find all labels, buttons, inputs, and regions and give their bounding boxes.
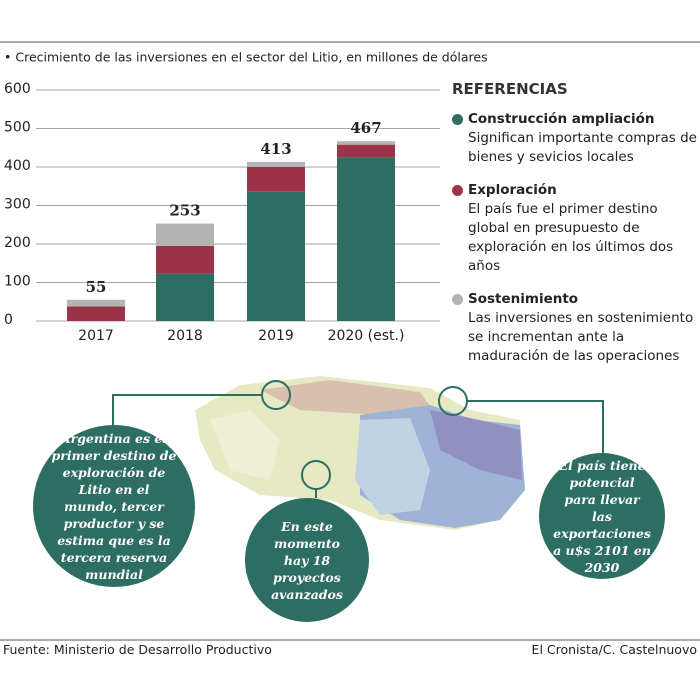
legend-name: Construcción ampliación — [468, 111, 655, 127]
legend-item: Exploración El país fue el primer destino… — [452, 181, 697, 276]
chart-subtitle: • Crecimiento de las inversiones en el s… — [4, 50, 488, 65]
total-label: 467 — [350, 119, 381, 137]
legend-swatch — [452, 114, 463, 125]
legend-swatch — [452, 185, 463, 196]
bar-segment — [337, 141, 395, 145]
legend-description: El país fue el primer destino global en … — [468, 201, 674, 274]
bar-segment — [67, 299, 125, 307]
legend-name: Sostenimiento — [468, 291, 579, 307]
y-tick-label: 300 — [4, 197, 31, 213]
bar-segment — [247, 167, 305, 192]
bar-segment — [337, 157, 395, 321]
legend-swatch — [452, 294, 463, 305]
legend-description: Significan importante compras de bienes … — [468, 130, 697, 165]
y-tick-label: 500 — [4, 120, 31, 136]
legend-description: Las inversiones en sostenimiento se incr… — [468, 310, 694, 364]
y-tick-label: 400 — [4, 158, 31, 174]
legend-item: Construcción ampliación Significan import… — [452, 110, 697, 167]
bar-segment — [67, 306, 125, 321]
y-tick-label: 600 — [4, 81, 31, 97]
source: Fuente: Ministerio de Desarrollo Product… — [3, 642, 272, 657]
bar-segment — [156, 245, 214, 274]
bar-segment — [247, 191, 305, 321]
callout: El país tiene potencial para llevar las … — [539, 453, 665, 579]
legend-title: REFERENCIAS — [452, 80, 568, 98]
y-tick-label: 100 — [4, 274, 31, 290]
x-tick-label: 2018 — [167, 328, 203, 344]
x-tick-label: 2017 — [78, 328, 114, 344]
legend-item: Sostenimiento Las inversiones en sostenim… — [452, 290, 697, 366]
bar-segment — [156, 223, 214, 246]
y-tick-label: 0 — [4, 312, 13, 328]
credit: El Cronista/C. Castelnuovo — [531, 642, 697, 657]
bar-segment — [247, 161, 305, 167]
x-tick-label: 2020 (est.) — [328, 328, 405, 344]
bar-segment — [337, 144, 395, 158]
total-label: 413 — [260, 140, 291, 158]
y-tick-label: 200 — [4, 235, 31, 251]
callout: En este momento hay 18 proyectos avanzad… — [245, 498, 369, 622]
total-label: 253 — [169, 202, 200, 220]
total-label: 55 — [86, 278, 107, 296]
x-tick-label: 2019 — [258, 328, 294, 344]
mineral-illustration — [195, 376, 525, 530]
bar-segment — [156, 273, 214, 321]
callout: Argentina es el primer destino de explor… — [33, 425, 195, 587]
legend-name: Exploración — [468, 182, 557, 198]
legend: REFERENCIAS Construcción ampliación Signi… — [452, 80, 697, 380]
connectors — [112, 380, 604, 498]
